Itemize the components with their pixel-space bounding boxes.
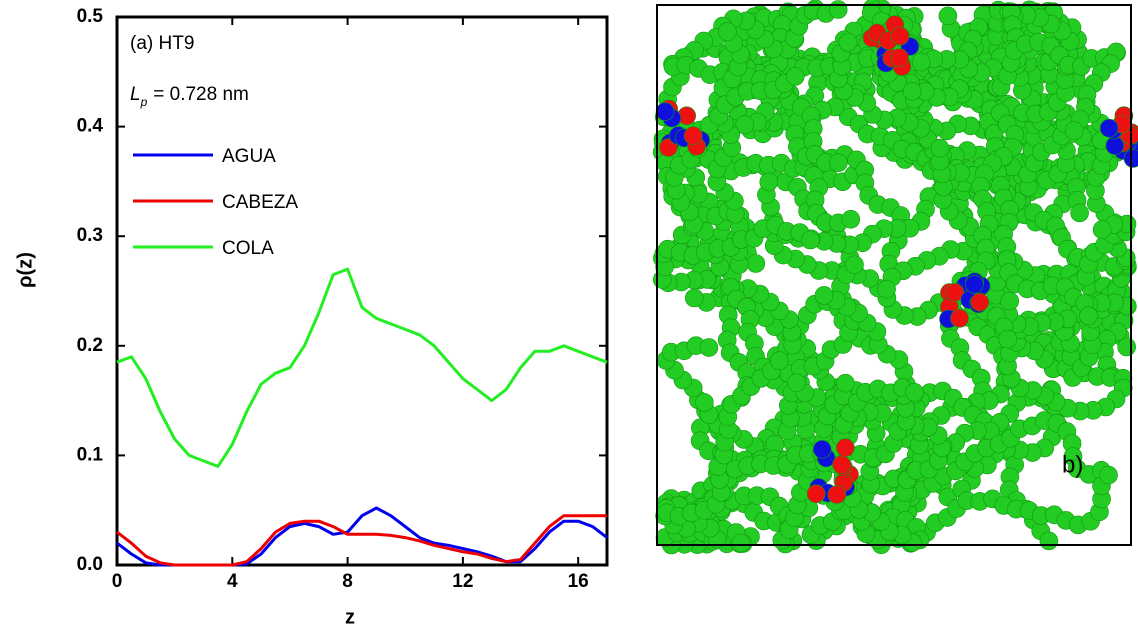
sphere: [1092, 220, 1112, 239]
plot-frame: [115, 15, 609, 567]
sphere: [1039, 531, 1059, 551]
series-line: [116, 514, 607, 567]
sphere: [902, 82, 922, 101]
lp-subscript: p: [140, 95, 148, 109]
sphere: [735, 115, 755, 134]
y-tick-label: 0.2: [77, 335, 103, 356]
x-axis-label: z: [345, 606, 355, 628]
sphere: [699, 338, 719, 357]
sphere: [838, 33, 858, 52]
sphere: [890, 48, 909, 68]
sphere: [965, 275, 984, 294]
sphere: [770, 351, 789, 371]
sphere: [970, 292, 990, 312]
sphere: [827, 485, 847, 504]
sphere: [905, 382, 924, 402]
legend-label: CABEZA: [222, 192, 298, 213]
y-tick-label: 0.0: [77, 554, 103, 575]
y-axis-label: ρ(z): [14, 252, 36, 288]
sphere: [911, 52, 931, 72]
sphere: [1099, 118, 1119, 138]
sphere: [1070, 203, 1089, 223]
y-tick-label: 0.5: [77, 6, 104, 27]
sphere: [828, 0, 848, 19]
sphere: [814, 286, 834, 305]
sphere: [1079, 306, 1098, 326]
sphere: [683, 126, 703, 145]
series-line: [116, 267, 608, 468]
y-tick-label: 0.1: [77, 444, 104, 465]
x-tick-label: 8: [342, 571, 353, 592]
sphere: [801, 230, 820, 250]
sphere: [890, 26, 910, 46]
sphere: [829, 153, 848, 172]
y-tick-label: 0.4: [77, 116, 104, 137]
sphere: [731, 533, 751, 553]
sphere: [746, 254, 766, 273]
snapshot-frame: [656, 4, 1132, 546]
sphere: [785, 67, 805, 86]
x-tick-label: 0: [112, 571, 123, 592]
sphere: [841, 210, 861, 229]
lp-annotation: Lp = 0.728 nm: [130, 84, 249, 109]
y-tick-label: 0.3: [77, 225, 103, 246]
sphere: [877, 279, 896, 299]
lp-symbol: L: [130, 84, 141, 105]
sphere: [845, 255, 864, 275]
molecular-snapshot: [652, 0, 1138, 555]
sphere: [950, 309, 969, 328]
panel-a-label: (a) HT9: [130, 33, 194, 54]
sphere: [684, 288, 704, 308]
sphere: [836, 373, 855, 393]
sphere: [1064, 121, 1084, 140]
sphere: [759, 172, 779, 192]
x-tick-label: 4: [227, 571, 238, 592]
legend-label: AGUA: [222, 146, 276, 167]
sphere: [812, 439, 832, 459]
sphere: [659, 138, 678, 157]
sphere: [1105, 136, 1125, 155]
sphere: [945, 283, 965, 302]
sphere: [835, 438, 855, 458]
sphere: [1000, 291, 1020, 311]
panel-b-label: b): [1062, 451, 1083, 478]
sphere: [695, 393, 714, 412]
x-tick-label: 12: [452, 571, 473, 592]
sphere: [930, 138, 950, 158]
sphere: [998, 329, 1018, 349]
sphere: [806, 484, 826, 504]
sphere: [1099, 465, 1118, 485]
x-tick-label: 16: [568, 571, 589, 592]
lp-value: = 0.728 nm: [153, 84, 249, 105]
sphere: [655, 102, 675, 121]
sphere: [787, 373, 806, 393]
legend-label: COLA: [222, 238, 274, 259]
sphere: [832, 455, 851, 475]
sphere: [718, 22, 737, 42]
sphere: [938, 6, 958, 26]
